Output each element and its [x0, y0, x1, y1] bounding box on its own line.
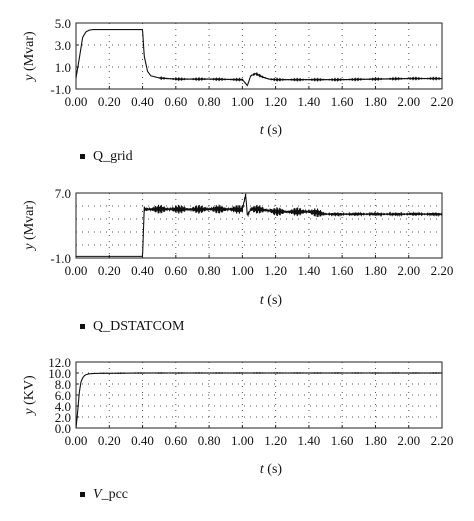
x-tick-label: 0.40	[131, 94, 154, 109]
x-tick-label: 2.20	[431, 94, 454, 109]
x-tick-label: 1.00	[231, 433, 254, 448]
x-tick-label: 0.20	[98, 263, 121, 278]
y-tick-label: 7.0	[55, 186, 71, 201]
legend-label: Q_DSTATCOM	[93, 319, 185, 334]
x-tick-label: 2.20	[431, 263, 454, 278]
x-tick-label: 0.80	[198, 433, 221, 448]
legend-swatch	[80, 324, 85, 329]
legend-swatch	[80, 492, 85, 497]
x-tick-label: 0.40	[131, 433, 154, 448]
y-tick-label: 1.0	[55, 60, 71, 75]
legend: Q_grid	[80, 149, 133, 164]
x-tick-label: 1.40	[298, 433, 321, 448]
legend-label: Q_grid	[93, 149, 133, 164]
x-tick-label: 2.00	[397, 94, 420, 109]
x-tick-label: 1.20	[264, 94, 287, 109]
y-axis-label: y (Mvar)	[22, 31, 37, 83]
x-tick-label: 0.60	[164, 263, 187, 278]
x-tick-label: 1.20	[264, 433, 287, 448]
plot-frame	[75, 192, 443, 259]
x-axis-label: t (s)	[260, 123, 283, 138]
x-tick-label: 1.80	[364, 433, 387, 448]
x-tick-label: 1.40	[298, 263, 321, 278]
series-line	[75, 371, 443, 429]
x-tick-label: 0.60	[164, 433, 187, 448]
x-tick-label: 1.00	[231, 94, 254, 109]
x-tick-label: 0.00	[65, 263, 88, 278]
y-tick-label: 2.0	[55, 410, 71, 425]
y-tick-label: 4.0	[55, 399, 71, 414]
x-tick-label: 0.80	[198, 263, 221, 278]
y-tick-label: 3.0	[55, 38, 71, 53]
x-tick-label: 0.80	[198, 94, 221, 109]
x-tick-label: 1.60	[331, 433, 354, 448]
series-line	[75, 29, 443, 87]
x-tick-label: 0.40	[131, 263, 154, 278]
x-tick-label: 0.60	[164, 94, 187, 109]
y-tick-label: 10.0	[48, 366, 71, 381]
x-tick-label: 2.00	[397, 263, 420, 278]
chart-panel-2: 0.00 0.20 0.40 0.60 0.80 1.00 1.20 1.40 1.60 1.80…	[22, 186, 453, 334]
x-tick-label: 1.80	[364, 94, 387, 109]
x-tick-label: 0.20	[98, 94, 121, 109]
x-tick-label: 1.40	[298, 94, 321, 109]
legend-label: V_pcc	[93, 487, 128, 502]
chart-panel-1: 0.00 0.20 0.40 0.60 0.80 1.00 1.20 1.40 1.60 1.80…	[22, 16, 453, 164]
x-tick-label: 1.20	[264, 263, 287, 278]
x-tick-label: 2.20	[431, 433, 454, 448]
x-tick-label: 1.80	[364, 263, 387, 278]
x-tick-label: 1.60	[331, 263, 354, 278]
x-axis-label: t (s)	[260, 462, 283, 477]
chart-panel-3: 0.00 0.20 0.40 0.60 0.80 1.00 1.20 1.40 1.60 1.80…	[22, 355, 453, 502]
plot-frame	[75, 22, 443, 90]
legend: V_pcc	[80, 487, 128, 502]
x-tick-label: 0.20	[98, 433, 121, 448]
y-axis-label: y (Mvar)	[22, 200, 37, 252]
legend: Q_DSTATCOM	[80, 319, 185, 334]
x-tick-label: 0.00	[65, 94, 88, 109]
y-tick-label: -1.0	[50, 82, 71, 97]
y-tick-label: 8.0	[55, 377, 71, 392]
x-tick-label: 2.00	[397, 433, 420, 448]
y-tick-label: 5.0	[55, 16, 71, 31]
y-tick-label: 6.0	[55, 388, 71, 403]
x-axis-label: t (s)	[260, 293, 283, 308]
series-line	[76, 193, 443, 257]
y-tick-label: 12.0	[48, 355, 71, 370]
legend-swatch	[80, 154, 85, 159]
y-tick-label: 0.0	[55, 421, 71, 436]
x-tick-label: 0.00	[65, 433, 88, 448]
y-tick-label: -1.0	[50, 251, 71, 266]
x-tick-label: 1.60	[331, 94, 354, 109]
y-axis-label: y (KV)	[22, 375, 37, 417]
x-tick-label: 1.00	[231, 263, 254, 278]
